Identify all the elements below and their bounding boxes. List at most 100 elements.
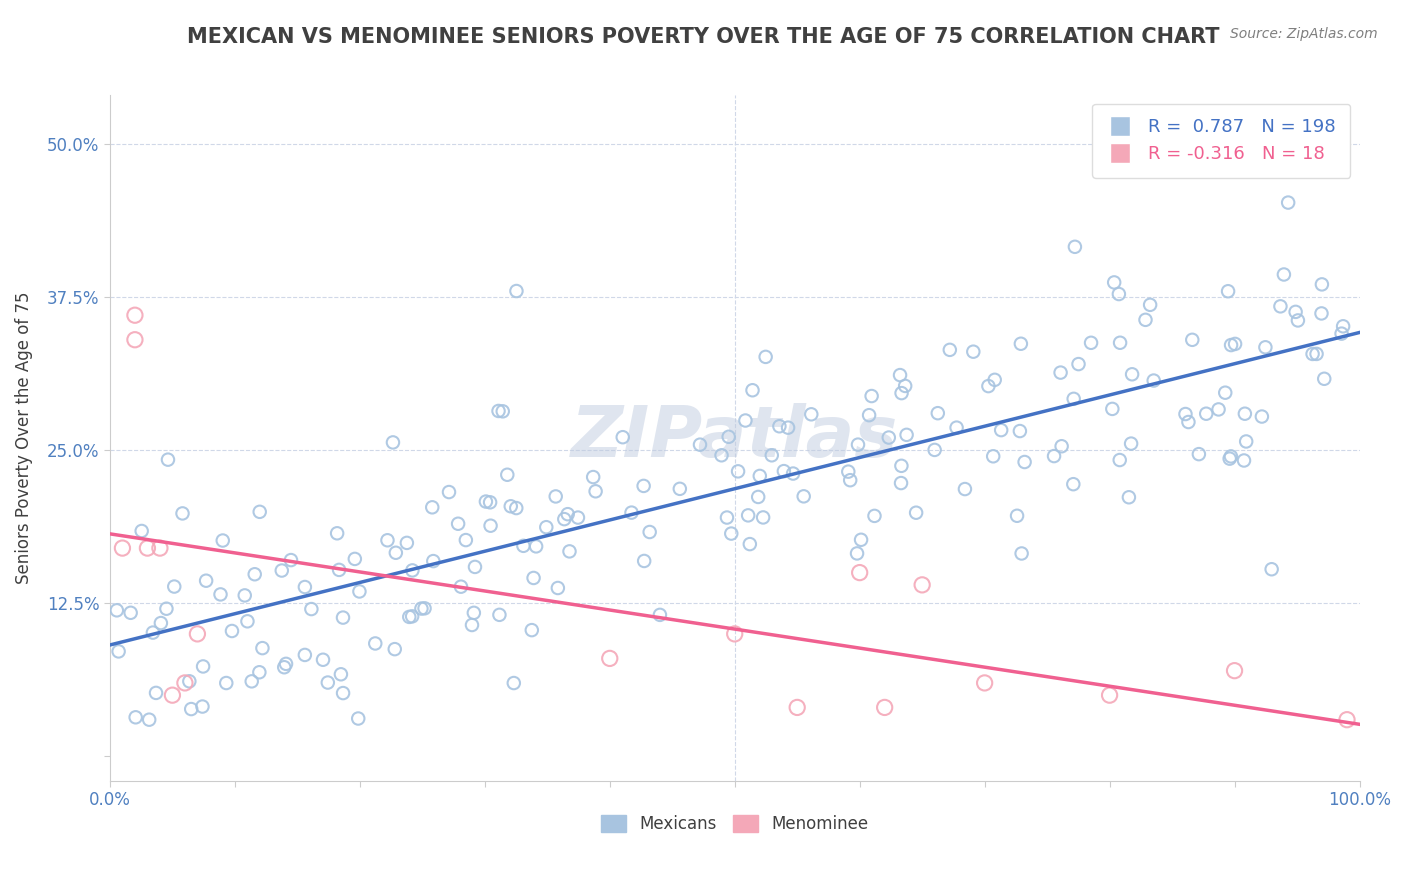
Point (488, 607, 510, 622)
Point (1080, 335, 1102, 350)
Point (1188, 447, 1211, 461)
Point (316, 675, 339, 690)
Point (131, 524, 153, 538)
Point (768, 419, 790, 434)
Point (599, 651, 621, 665)
Point (1254, 340, 1277, 354)
Point (873, 700, 896, 714)
Point (236, 615, 259, 629)
Point (124, 308, 146, 322)
Point (734, 413, 756, 427)
Point (1064, 240, 1087, 254)
Point (505, 501, 527, 516)
Point (669, 482, 692, 496)
Point (1233, 407, 1256, 421)
Point (138, 713, 160, 727)
Point (710, 448, 733, 462)
Point (1270, 299, 1292, 313)
Point (839, 473, 862, 487)
Point (299, 602, 322, 616)
Point (172, 507, 194, 521)
Point (437, 485, 460, 500)
Point (249, 505, 271, 519)
Point (724, 627, 747, 641)
Point (447, 516, 470, 531)
Point (748, 469, 770, 483)
Point (782, 467, 804, 481)
Point (846, 437, 869, 451)
Point (174, 676, 197, 690)
Point (240, 674, 263, 689)
Point (1050, 439, 1073, 453)
Point (149, 615, 172, 630)
Point (1219, 450, 1241, 464)
Point (558, 544, 581, 558)
Point (1250, 409, 1272, 424)
Point (741, 383, 763, 397)
Point (1330, 326, 1353, 341)
Point (837, 465, 859, 479)
Point (638, 524, 661, 539)
Point (280, 553, 302, 567)
Point (1135, 313, 1157, 327)
Point (385, 546, 408, 560)
Point (1310, 277, 1333, 292)
Point (273, 660, 295, 674)
Point (401, 609, 423, 624)
Point (1063, 392, 1085, 406)
Point (479, 495, 502, 509)
Point (786, 700, 808, 714)
Point (450, 580, 472, 594)
Point (737, 508, 759, 523)
Point (1101, 401, 1123, 416)
Point (211, 533, 233, 548)
Point (1234, 434, 1257, 449)
Point (1208, 402, 1230, 417)
Text: MEXICAN VS MENOMINEE SENIORS POVERTY OVER THE AGE OF 75 CORRELATION CHART: MEXICAN VS MENOMINEE SENIORS POVERTY OVE… (187, 27, 1219, 46)
Point (717, 430, 740, 444)
Point (294, 580, 316, 594)
Point (395, 536, 418, 550)
Point (983, 373, 1005, 387)
Point (1277, 195, 1299, 210)
Point (889, 368, 911, 382)
Point (1098, 688, 1121, 702)
Legend: Mexicans, Menominee: Mexicans, Menominee (592, 806, 877, 841)
Point (894, 379, 917, 393)
Point (1195, 407, 1218, 421)
Point (1284, 305, 1306, 319)
Point (221, 624, 243, 638)
Point (716, 510, 738, 524)
Point (520, 623, 543, 637)
Point (252, 641, 274, 656)
Point (752, 510, 775, 524)
Point (1305, 347, 1327, 361)
Point (124, 333, 146, 347)
Point (1260, 562, 1282, 576)
Point (499, 500, 522, 514)
Point (848, 566, 870, 580)
Point (1143, 374, 1166, 388)
Point (1177, 415, 1199, 429)
Point (1102, 276, 1125, 290)
Point (312, 653, 335, 667)
Point (1139, 298, 1161, 312)
Point (145, 686, 167, 700)
Point (398, 610, 420, 624)
Point (136, 541, 159, 555)
Point (294, 648, 316, 662)
Point (773, 464, 796, 478)
Point (488, 404, 510, 418)
Point (522, 571, 544, 585)
Point (111, 541, 134, 555)
Text: Source: ZipAtlas.com: Source: ZipAtlas.com (1230, 27, 1378, 41)
Point (332, 610, 354, 624)
Point (1220, 338, 1243, 352)
Point (328, 563, 350, 577)
Point (567, 510, 589, 524)
Point (1302, 347, 1324, 361)
Point (377, 533, 399, 548)
Point (849, 533, 872, 547)
Point (186, 627, 208, 641)
Point (890, 476, 912, 491)
